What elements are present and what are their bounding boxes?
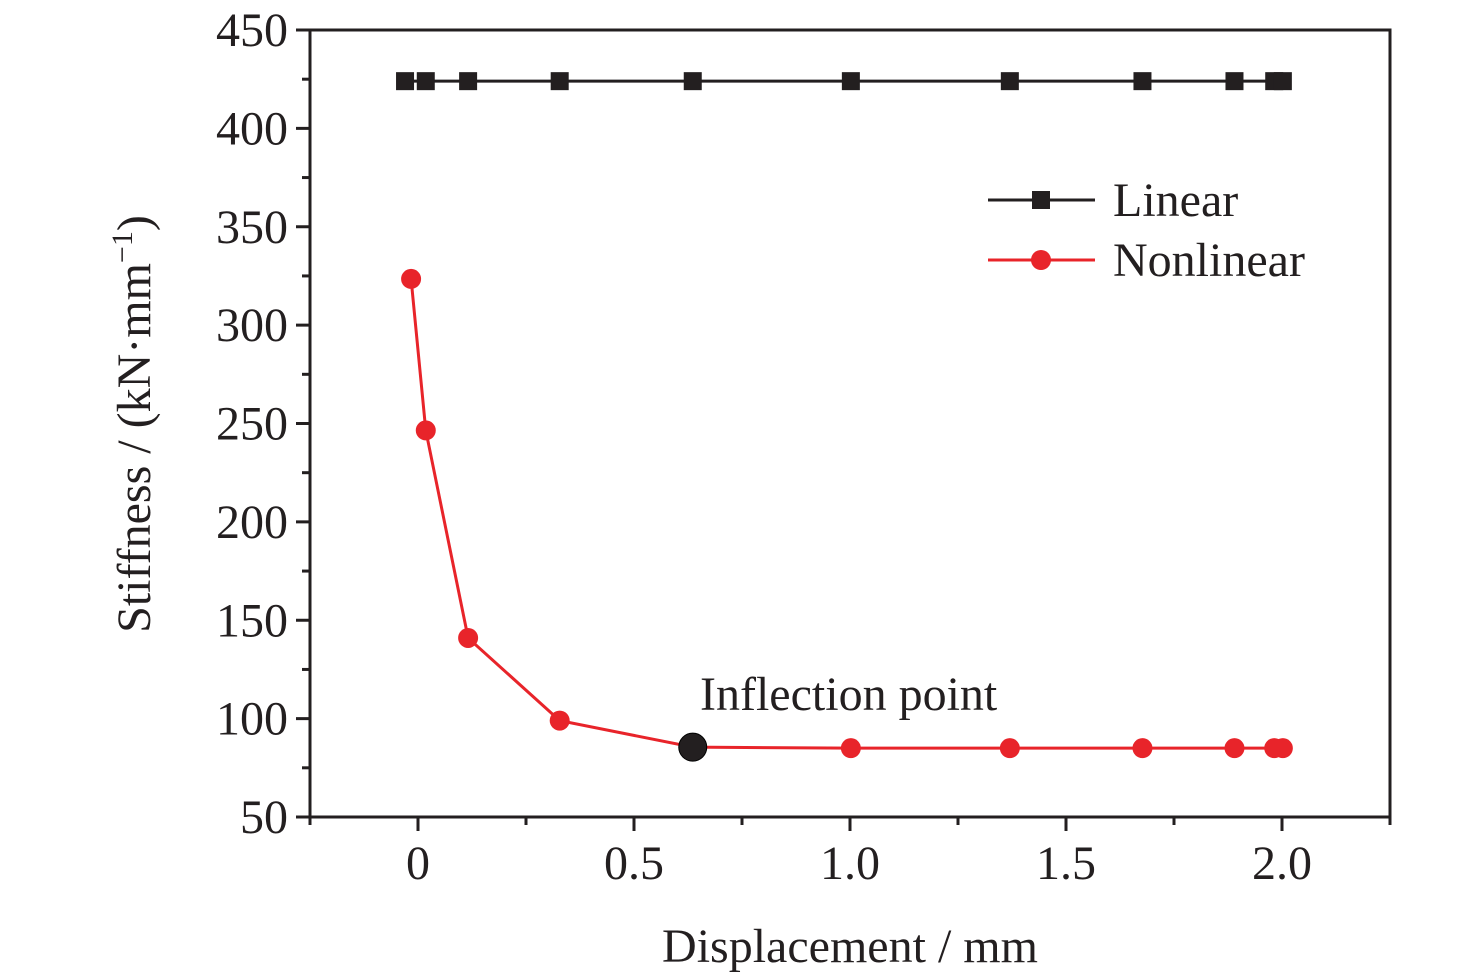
y-axis-label-sup: −1 <box>106 231 139 263</box>
x-tick-label: 0 <box>406 837 430 890</box>
data-point <box>1225 72 1244 91</box>
y-tick-label: 50 <box>240 791 288 844</box>
y-tick-label: 300 <box>216 299 288 352</box>
y-tick-label: 200 <box>216 496 288 549</box>
data-point <box>1273 72 1292 91</box>
data-point <box>841 72 860 91</box>
data-point <box>683 72 702 91</box>
data-point <box>1272 738 1293 759</box>
series-linear <box>396 72 1292 91</box>
x-axis-label: Displacement / mm <box>662 920 1038 973</box>
y-tick-label: 100 <box>216 693 288 746</box>
data-point <box>999 738 1020 759</box>
y-axis-label-main: Stiffness / (kN·mm <box>108 263 161 633</box>
data-point <box>1224 738 1245 759</box>
data-point <box>1133 72 1152 91</box>
x-tick-label: 1.5 <box>1036 837 1096 890</box>
y-tick-label: 400 <box>216 102 288 155</box>
y-tick-label: 450 <box>216 4 288 57</box>
data-point <box>416 72 435 91</box>
data-point <box>458 627 479 648</box>
data-point <box>415 420 436 441</box>
data-point <box>396 72 415 91</box>
legend: Linear Nonlinear <box>988 174 1305 287</box>
y-tick-label: 250 <box>216 398 288 451</box>
y-tick-label: 150 <box>216 594 288 647</box>
legend-label-linear: Linear <box>1113 174 1238 227</box>
annotation-inflection-point: Inflection point <box>700 668 998 721</box>
data-point <box>459 72 478 91</box>
x-tick-label: 0.5 <box>604 837 664 890</box>
x-tick-label: 1.0 <box>820 837 880 890</box>
legend-marker-nonlinear <box>1031 250 1051 270</box>
legend-label-nonlinear: Nonlinear <box>1113 234 1305 287</box>
data-point <box>1132 738 1153 759</box>
data-point <box>549 710 570 731</box>
data-point <box>401 268 422 289</box>
y-tick-label: 350 <box>216 201 288 254</box>
data-point <box>1000 72 1019 91</box>
data-point <box>840 738 861 759</box>
data-point <box>550 72 569 91</box>
x-tick-label: 2.0 <box>1252 837 1312 890</box>
inflection-point-marker <box>678 732 708 762</box>
legend-marker-linear <box>1032 191 1050 209</box>
y-axis-label-close: ) <box>108 215 161 231</box>
y-axis-label: Stiffness / (kN·mm−1) <box>106 215 161 633</box>
